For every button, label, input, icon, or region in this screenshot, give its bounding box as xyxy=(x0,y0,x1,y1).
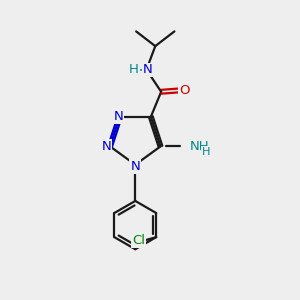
Text: H: H xyxy=(129,63,139,76)
Text: N: N xyxy=(130,160,140,173)
Text: N: N xyxy=(102,140,111,153)
Text: N: N xyxy=(113,110,123,123)
Text: O: O xyxy=(179,84,190,97)
Text: N: N xyxy=(143,63,153,76)
Text: Cl: Cl xyxy=(132,234,145,247)
Text: NH: NH xyxy=(190,140,210,153)
Text: H: H xyxy=(202,147,210,157)
